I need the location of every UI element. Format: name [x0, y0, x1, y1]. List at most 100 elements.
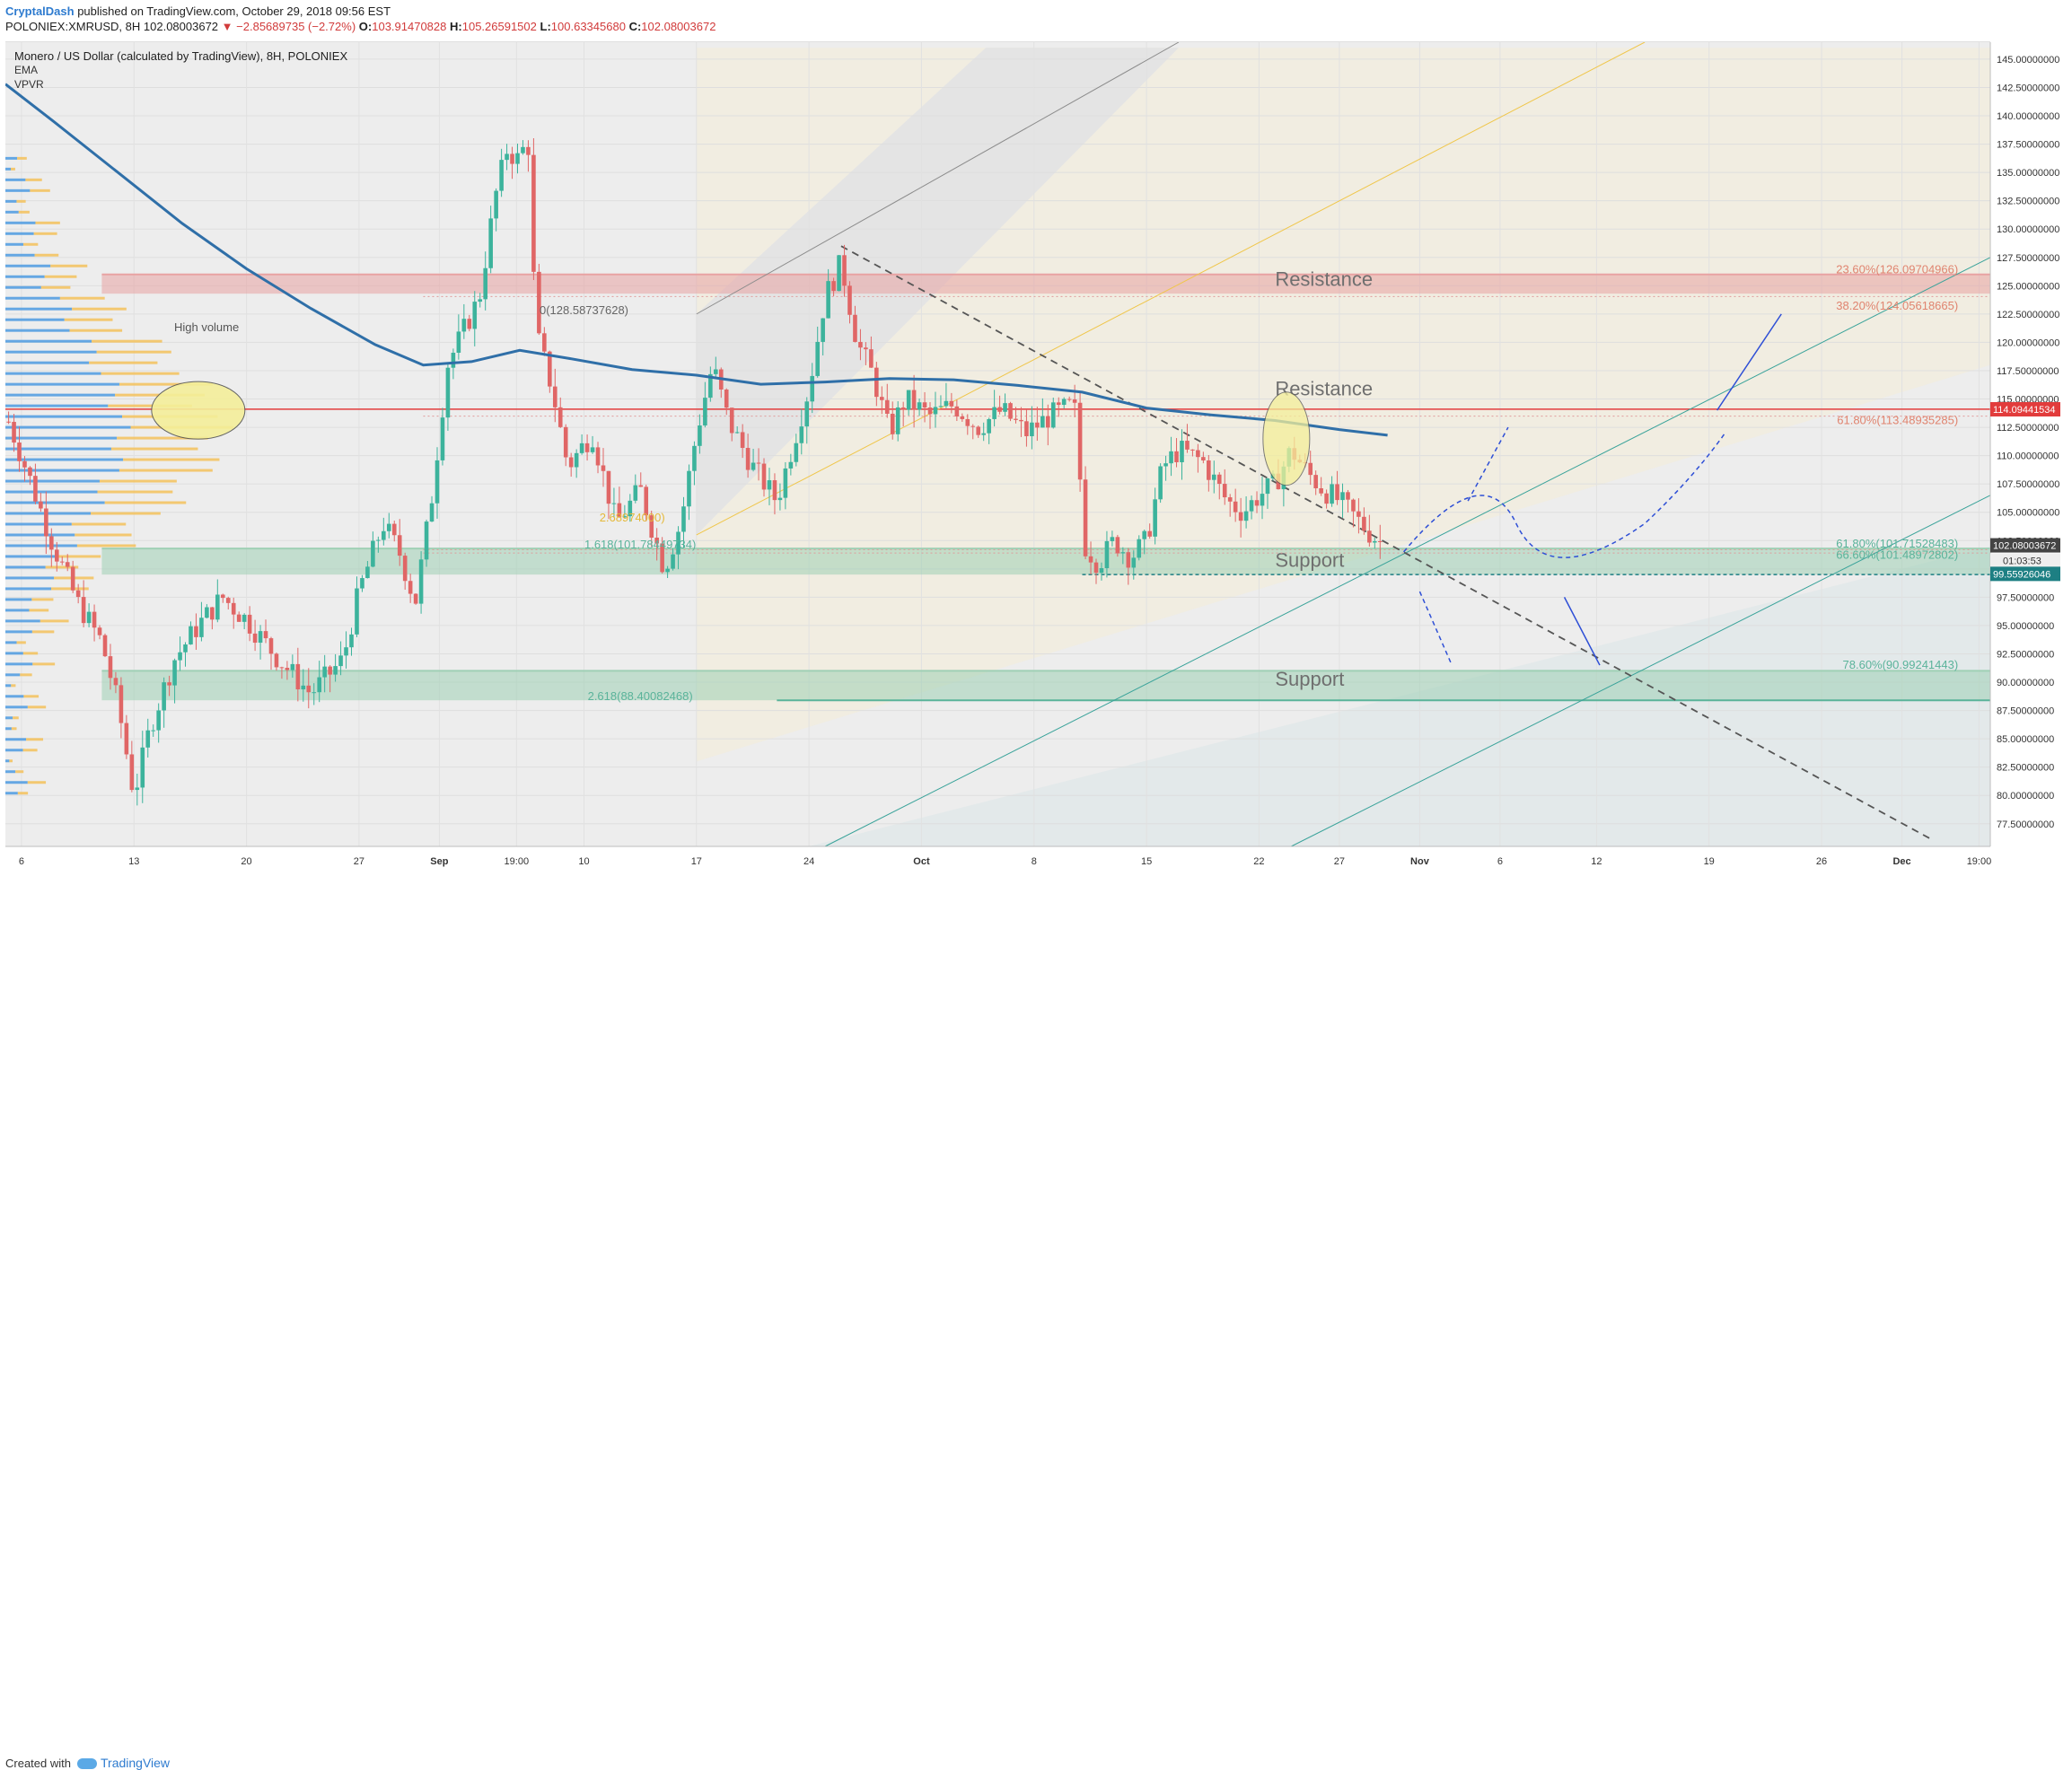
candle-body: [349, 634, 354, 648]
candle-body: [1335, 484, 1339, 501]
vpvr-bar-down: [17, 156, 27, 160]
candle-body: [734, 432, 740, 434]
vpvr-bar-down: [11, 727, 17, 731]
candle-body: [922, 402, 927, 408]
candle-body: [12, 422, 16, 443]
candle-body: [1163, 463, 1168, 467]
candle-body: [1072, 399, 1077, 403]
tradingview-logo[interactable]: TradingView: [77, 1756, 170, 1770]
candle-body: [65, 562, 70, 567]
candle-body: [1153, 499, 1157, 537]
candle-body: [976, 426, 981, 435]
vpvr-bar-up: [5, 587, 52, 591]
candle-body: [1147, 530, 1152, 537]
vpvr-bar-up: [5, 684, 12, 688]
candle-body: [714, 369, 718, 374]
vpvr-bar-down: [35, 221, 60, 224]
time-tick-label: 19:00: [1967, 856, 1992, 867]
candle-body: [1340, 492, 1345, 501]
time-tick-label: 27: [1334, 856, 1345, 867]
close-label: C:: [628, 20, 642, 33]
candle-body: [1260, 494, 1265, 506]
time-tick-label: 27: [354, 856, 364, 867]
price-tick-label: 107.50000000: [1997, 479, 2059, 490]
candle-body: [1024, 421, 1029, 436]
vpvr-bar-up: [5, 544, 77, 548]
publish-line: CryptalDash published on TradingView.com…: [5, 4, 391, 19]
candle-body: [140, 747, 145, 788]
highlight-ellipse: [1262, 391, 1311, 486]
candle-body: [258, 631, 263, 644]
price-tick-label: 95.00000000: [1997, 621, 2054, 632]
candle-body: [75, 590, 81, 598]
vpvr-bar-up: [5, 458, 124, 461]
vpvr-bar-down: [27, 705, 47, 709]
vpvr-bar-down: [16, 199, 26, 203]
candle-body: [568, 457, 574, 468]
chart-area[interactable]: Resistance Resistance Support Support High v…: [5, 41, 2072, 873]
author-link[interactable]: CryptalDash: [5, 4, 75, 18]
time-tick-label: 17: [691, 856, 702, 867]
time-tick-label: Sep: [430, 856, 448, 867]
vpvr-bar-up: [5, 641, 17, 644]
candle-body: [777, 497, 783, 501]
vpvr-bar-down: [18, 210, 30, 214]
close-value: 102.08003672: [641, 20, 716, 33]
zone-2: [101, 548, 1991, 575]
indicator-vpvr-label[interactable]: VPVR: [14, 78, 44, 91]
candle-body: [1061, 399, 1067, 406]
candle-body: [252, 633, 258, 644]
vpvr-bar-up: [5, 770, 16, 774]
vpvr-bar-down: [97, 490, 173, 494]
candle-body: [987, 418, 991, 434]
candle-body: [338, 655, 343, 667]
tradingview-cloud-icon: [77, 1758, 97, 1770]
candle-body: [225, 598, 231, 603]
candle-body: [1313, 475, 1318, 489]
price-tick-label: 87.50000000: [1997, 706, 2054, 717]
candle-body: [837, 255, 841, 292]
candle-body: [6, 421, 11, 423]
price-tick-label: 82.50000000: [1997, 763, 2054, 774]
time-tick-label: 12: [1591, 856, 1602, 867]
vpvr-bar-up: [5, 738, 27, 741]
ext-label-2: 2.618(88.40082468): [588, 689, 693, 703]
candle-body: [601, 465, 606, 471]
vpvr-bar-up: [5, 275, 45, 278]
vpvr-bar-down: [40, 619, 69, 623]
symbol-title: Monero / US Dollar (calculated by Tradin…: [14, 49, 348, 63]
candle-body: [344, 647, 348, 656]
price-tick-label: 110.00000000: [1997, 451, 2059, 462]
fib-label-5: 78.60%(90.99241443): [1843, 658, 1959, 671]
candle-body: [584, 442, 590, 452]
fan-line-upper: [696, 42, 1646, 536]
candle-body: [1319, 488, 1323, 494]
vpvr-bar-up: [5, 479, 100, 483]
vpvr-bar-down: [108, 404, 192, 407]
candle-body: [804, 401, 810, 427]
publish-header: CryptalDash published on TradingView.com…: [0, 0, 2072, 36]
vpvr-bar-up: [5, 329, 70, 332]
candle-body: [660, 543, 664, 573]
candle-body: [445, 367, 451, 418]
candle-body: [1207, 460, 1211, 480]
vpvr-bar-down: [30, 188, 50, 192]
price-tick-label: 122.50000000: [1997, 310, 2059, 320]
candle-body: [306, 685, 312, 693]
candle-body: [322, 666, 327, 678]
price-tick-label: 105.00000000: [1997, 508, 2059, 519]
candle-body: [408, 581, 413, 594]
candle-body: [687, 470, 691, 507]
vpvr-bar-down: [20, 673, 32, 677]
candle-body: [97, 627, 102, 635]
indicator-ema-label[interactable]: EMA: [14, 64, 39, 76]
alt-price-tag-bg: [1990, 566, 2060, 582]
candle-body: [156, 710, 161, 731]
time-tick-label: Dec: [1892, 856, 1910, 867]
candle-body: [644, 486, 649, 516]
candle-body: [954, 406, 960, 416]
candle-body: [1330, 484, 1334, 504]
fib-label-2: 61.80%(113.48935285): [1837, 413, 1958, 426]
vpvr-bar-up: [5, 264, 51, 267]
